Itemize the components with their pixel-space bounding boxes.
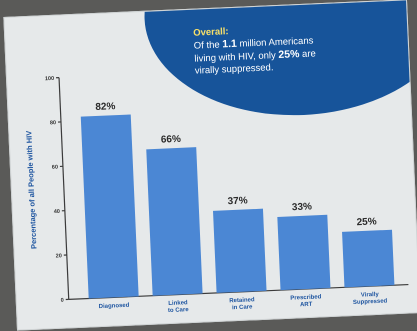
y-tick-label: 0 <box>61 298 64 304</box>
y-tick-label: 60 <box>52 165 58 171</box>
bar <box>342 230 394 288</box>
x-tick-label: Linked <box>168 300 188 307</box>
summary-line1-post: million Americans <box>237 35 314 49</box>
x-tick-label: Diagnosed <box>99 303 130 310</box>
x-tick-label: Virally <box>361 292 380 299</box>
x-tick-label: Suppressed <box>353 298 388 306</box>
x-tick-label: ART <box>300 302 313 309</box>
y-axis-line <box>59 78 69 300</box>
summary-line1-number: 1.1 <box>222 38 237 51</box>
bar <box>277 215 330 290</box>
summary-line1-pre: Of the <box>194 39 223 51</box>
bar <box>81 114 139 298</box>
x-tick-label: to Care <box>168 307 190 314</box>
summary-text: Overall: Of the 1.1 million Americans li… <box>193 20 365 77</box>
y-tick-label: 20 <box>56 253 62 259</box>
data-label: 33% <box>292 201 313 213</box>
x-tick-label: in Care <box>232 304 253 311</box>
y-tick-label: 40 <box>54 209 60 215</box>
x-tick-label: Retained <box>229 297 255 304</box>
y-tick-label: 100 <box>45 76 54 82</box>
bar <box>213 209 267 293</box>
bar <box>146 147 202 296</box>
data-label: 25% <box>356 216 377 228</box>
y-tick-label: 80 <box>50 120 56 126</box>
x-tick-label: Prescribed <box>290 294 322 301</box>
summary-line3: virally suppressed. <box>195 62 274 76</box>
slide: 0 20 40 60 80 100 Percentage of all People wit… <box>3 0 417 331</box>
summary-line2-post: are <box>299 48 316 60</box>
summary-line2-number: 25% <box>278 48 300 61</box>
data-label: 37% <box>227 195 248 207</box>
y-axis-title: Percentage of all People with HIV <box>24 131 38 250</box>
data-label: 82% <box>95 101 116 113</box>
data-label: 66% <box>161 134 182 146</box>
